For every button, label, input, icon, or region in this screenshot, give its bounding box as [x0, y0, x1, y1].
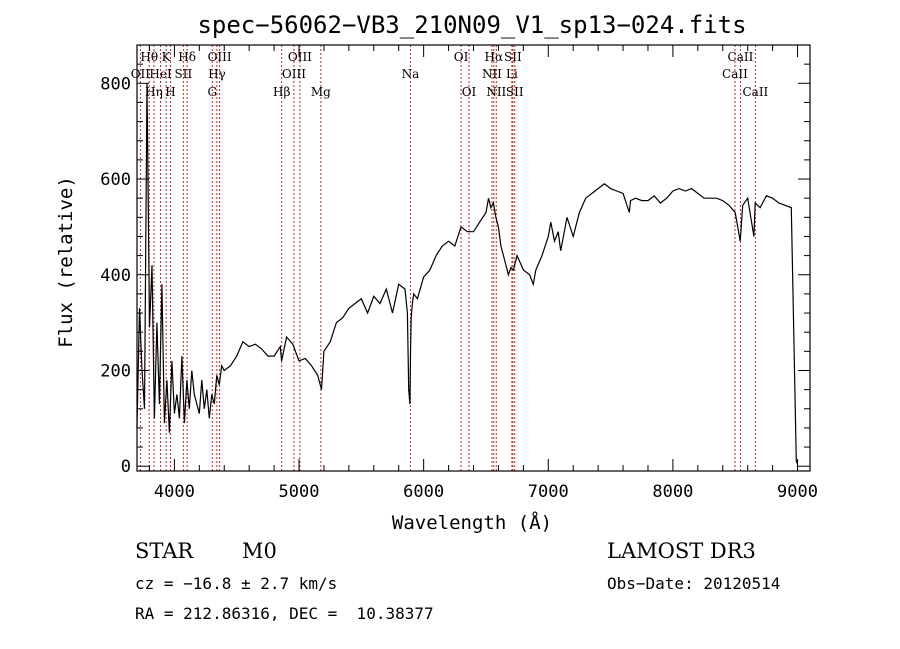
x-axis-ticks: 4000 5000 6000 7000 8000 9000 — [148, 45, 818, 502]
line-label-14: Mg — [311, 85, 331, 99]
x-tick-label: 5000 — [279, 482, 320, 502]
x-tick-label: 9000 — [777, 482, 818, 502]
x-axis-title: Wavelength (Å) — [392, 511, 552, 534]
line-label-25: CaII — [728, 50, 754, 64]
x-tick-label: 7000 — [528, 482, 569, 502]
spectral-subclass: M0 — [242, 539, 277, 563]
spectral-line-markers — [139, 45, 756, 471]
plot-frame — [136, 44, 811, 472]
spectral-line-labels: OIIHθHηHeIKHSIIHδGHγOIIIHβOIIIOIIIMgNaOI… — [131, 50, 769, 99]
line-label-22: Li — [506, 67, 518, 81]
redshift-value: cz = −16.8 ± 2.7 km/s — [135, 574, 338, 593]
line-label-13: OIII — [288, 50, 312, 64]
line-label-6: SII — [175, 67, 193, 81]
line-label-2: Hη — [145, 85, 163, 99]
line-label-5: H — [165, 85, 175, 99]
observation-date: Obs−Date: 20120514 — [607, 574, 781, 593]
chart-title: spec−56062−VB3_210N09_V1_sp13−024.fits — [197, 11, 746, 39]
line-label-26: CaII — [742, 85, 768, 99]
line-label-15: Na — [402, 67, 420, 81]
y-axis-ticks: 0 200 400 600 800 — [100, 63, 810, 477]
line-label-21: SII — [504, 50, 522, 64]
line-label-24: CaII — [722, 67, 748, 81]
survey-name: LAMOST DR3 — [607, 539, 756, 563]
line-label-12: OIII — [282, 67, 306, 81]
x-tick-label: 6000 — [403, 482, 444, 502]
y-axis-title: Flux (relative) — [55, 176, 77, 348]
y-tick-label: 0 — [121, 457, 131, 477]
line-label-20: NII — [486, 85, 506, 99]
line-label-11: Hβ — [273, 85, 290, 99]
spectrum-line — [136, 83, 799, 465]
y-tick-label: 400 — [100, 266, 131, 286]
line-label-10: OIII — [208, 50, 232, 64]
line-label-17: OI — [462, 85, 477, 99]
line-label-9: Hγ — [208, 67, 226, 81]
line-label-16: OI — [454, 50, 469, 64]
object-class: STAR — [135, 539, 194, 563]
y-tick-label: 200 — [100, 361, 131, 381]
line-label-19: Hα — [485, 50, 504, 64]
line-label-7: Hδ — [178, 50, 196, 64]
line-label-3: HeI — [149, 67, 172, 81]
y-tick-label: 800 — [100, 74, 131, 94]
x-tick-label: 4000 — [154, 482, 195, 502]
line-label-23: SII — [506, 85, 524, 99]
line-label-4: K — [162, 50, 172, 64]
y-tick-label: 600 — [100, 170, 131, 190]
x-tick-label: 8000 — [652, 482, 693, 502]
sky-coordinates: RA = 212.86316, DEC = 10.38377 — [135, 604, 434, 623]
line-label-18: NII — [482, 67, 502, 81]
line-label-8: G — [207, 85, 217, 99]
line-label-1: Hθ — [140, 50, 158, 64]
line-label-0: OII — [131, 67, 151, 81]
